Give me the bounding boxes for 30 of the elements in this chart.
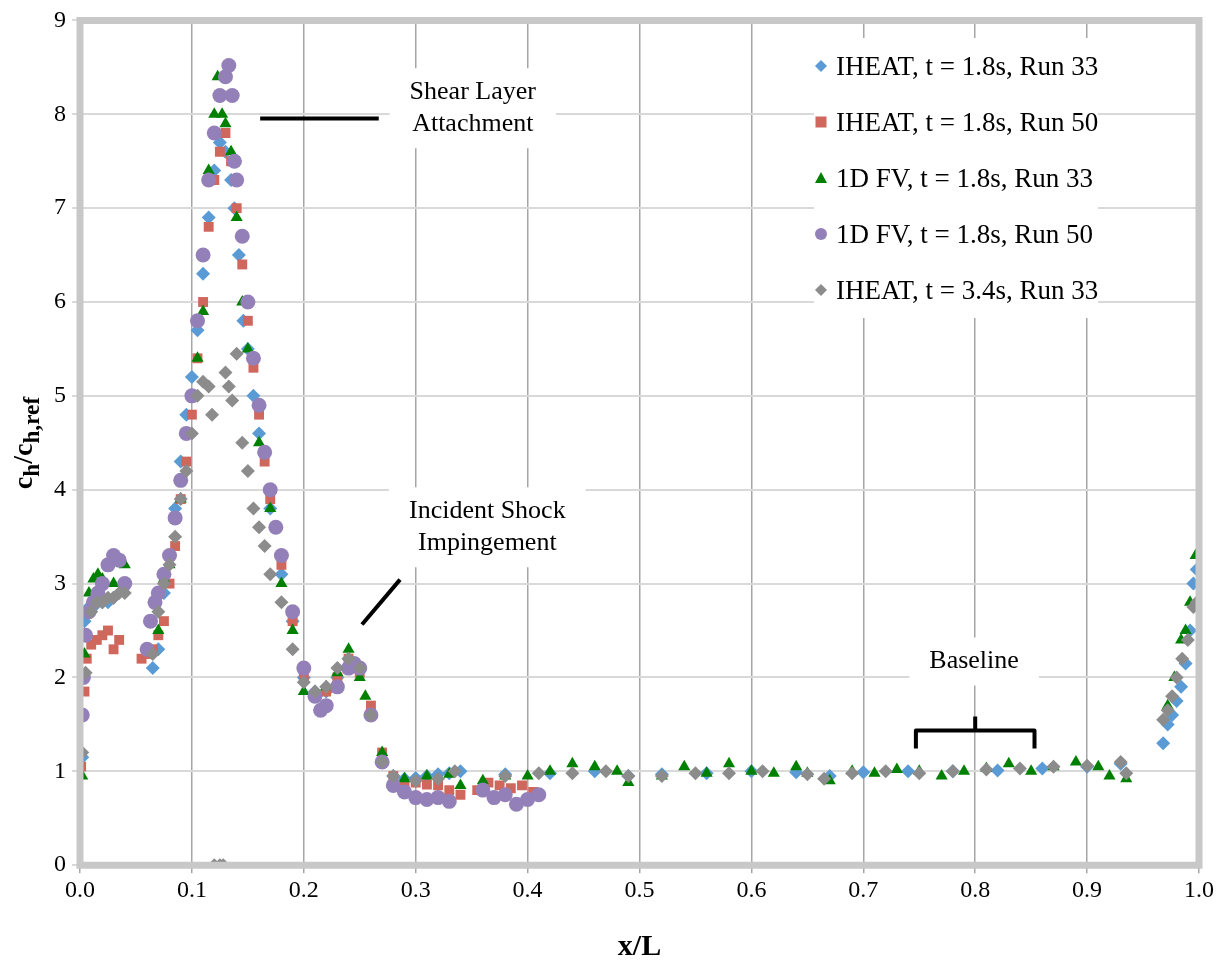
x-tick-label: 1.0 <box>1184 875 1214 902</box>
y-tick-label: 1 <box>54 756 66 783</box>
y-tick-label: 3 <box>54 568 66 595</box>
annotation: Baseline <box>929 645 1019 675</box>
y-tick-label: 5 <box>54 381 66 408</box>
x-tick-label: 0.0 <box>65 875 95 902</box>
y-tick-label: 4 <box>54 475 66 502</box>
x-tick-label: 0.2 <box>288 875 319 902</box>
legend-label: 1D FV, t = 1.8s, Run 33 <box>836 162 1094 194</box>
legend-label: 1D FV, t = 1.8s, Run 50 <box>836 218 1094 250</box>
x-tick-label: 0.7 <box>848 875 879 902</box>
x-tick-label: 0.5 <box>624 875 655 902</box>
y-tick-label: 8 <box>54 99 66 126</box>
y-tick-label: 9 <box>54 5 66 32</box>
x-tick-label: 0.4 <box>512 875 543 902</box>
x-tick-label: 0.6 <box>736 875 767 902</box>
y-tick-label: 7 <box>54 193 66 220</box>
y-tick-label: 2 <box>54 662 66 689</box>
y-tick-label: 0 <box>54 850 66 877</box>
legend-label: IHEAT, t = 1.8s, Run 33 <box>836 50 1099 82</box>
x-tick-label: 0.8 <box>960 875 991 902</box>
x-tick-label: 0.9 <box>1072 875 1103 902</box>
x-tick-label: 0.3 <box>400 875 431 902</box>
x-tick-label: 0.1 <box>176 875 207 902</box>
legend-label: IHEAT, t = 3.4s, Run 33 <box>836 274 1099 306</box>
legend-label: IHEAT, t = 1.8s, Run 50 <box>836 106 1099 138</box>
x-axis-title: x/L <box>617 928 662 962</box>
annotation: Incident Shock Impingement <box>408 495 566 557</box>
annotation: Shear Layer Attachment <box>409 76 537 138</box>
y-tick-label: 6 <box>54 287 66 314</box>
